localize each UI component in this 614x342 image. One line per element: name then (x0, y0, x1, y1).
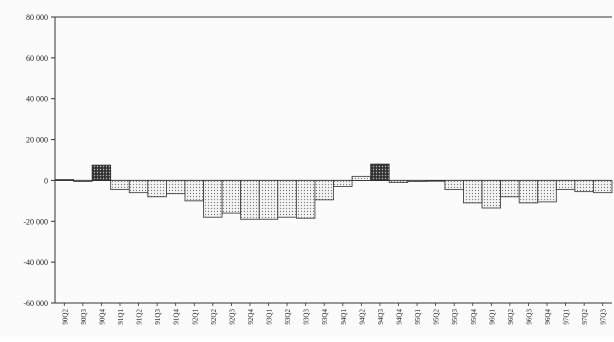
bar-93Q2 (277, 180, 297, 218)
bar-90Q3 (73, 180, 93, 182)
x-tick-label: 95Q1 (414, 309, 422, 325)
bar-95Q4 (463, 180, 483, 204)
x-tick-label: 96Q4 (544, 309, 552, 325)
x-tick-label: 91Q3 (154, 309, 162, 325)
x-tick-label: 90Q2 (61, 309, 69, 325)
x-tick-label: 92Q1 (191, 309, 199, 325)
y-tick-label: -20 000 (23, 217, 48, 226)
bar-97Q3 (593, 180, 613, 194)
x-tick-label: 92Q4 (247, 309, 255, 325)
bar-91Q3 (147, 180, 167, 198)
bar-93Q4 (314, 180, 334, 201)
axes (51, 16, 612, 306)
y-tick-label: 60 000 (26, 54, 48, 63)
bar-97Q1 (555, 180, 576, 191)
tick-labels: 80 000 60 000 40 000 20 000 0 -20 000 -40 000 -… (23, 13, 607, 325)
y-tick-label: 20 000 (26, 136, 48, 145)
bar-93Q3 (295, 180, 316, 219)
x-tick-label: 93Q4 (321, 309, 329, 325)
bar-96Q4 (537, 180, 557, 203)
bar-95Q2 (425, 180, 446, 182)
x-tick-label: 92Q2 (210, 309, 218, 325)
x-tick-label: 91Q1 (117, 309, 125, 325)
bar-95Q1 (407, 180, 427, 182)
x-tick-label: 91Q4 (173, 309, 181, 325)
bar-94Q1 (333, 180, 353, 187)
bar-91Q1 (110, 180, 130, 191)
y-tick-label: -60 000 (23, 299, 48, 308)
x-tick-label: 93Q3 (303, 309, 311, 325)
x-tick-label: 92Q3 (228, 309, 236, 325)
x-tick-label: 90Q4 (98, 309, 106, 325)
x-tick-label: 94Q4 (395, 309, 403, 325)
bar-96Q1 (481, 180, 501, 209)
x-tick-label: 93Q2 (284, 309, 292, 325)
y-tick-label: 40 000 (26, 95, 48, 104)
bar-94Q4 (388, 180, 409, 183)
bar-94Q2 (351, 175, 372, 181)
bar-94Q3 (370, 163, 390, 181)
x-tick-label: 95Q3 (451, 309, 459, 325)
x-tick-label: 91Q2 (136, 309, 144, 325)
y-tick-label: 80 000 (26, 13, 48, 22)
x-tick-label: 96Q2 (507, 309, 515, 325)
x-tick-label: 96Q3 (525, 309, 533, 325)
x-tick-label: 94Q3 (377, 309, 385, 325)
bar-90Q4 (91, 164, 112, 181)
x-tick-label: 94Q2 (358, 309, 366, 325)
bar-93Q1 (258, 180, 279, 220)
bar-96Q2 (500, 180, 520, 198)
x-tick-label: 94Q1 (340, 309, 348, 325)
x-tick-label: 97Q1 (563, 309, 571, 325)
bar-92Q4 (240, 180, 260, 220)
y-tick-label: -40 000 (23, 258, 48, 267)
x-tick-label: 96Q1 (488, 309, 496, 325)
x-tick-label: 95Q4 (470, 309, 478, 325)
x-tick-label: 90Q3 (80, 309, 88, 325)
bar-91Q4 (165, 180, 186, 195)
bar-91Q2 (128, 180, 149, 194)
bar-96Q3 (518, 180, 539, 204)
bar-92Q3 (221, 180, 242, 214)
x-tick-label: 95Q2 (433, 309, 441, 325)
y-tick-label: 0 (44, 176, 48, 185)
bar-92Q1 (184, 180, 204, 202)
bar-97Q2 (574, 180, 594, 193)
bar-95Q3 (444, 180, 464, 191)
bar-90Q2 (54, 179, 74, 181)
x-tick-label: 97Q3 (600, 309, 608, 325)
bar-92Q2 (203, 180, 223, 218)
x-tick-label: 97Q2 (581, 309, 589, 325)
x-tick-label: 93Q1 (266, 309, 274, 325)
bars (54, 163, 613, 220)
